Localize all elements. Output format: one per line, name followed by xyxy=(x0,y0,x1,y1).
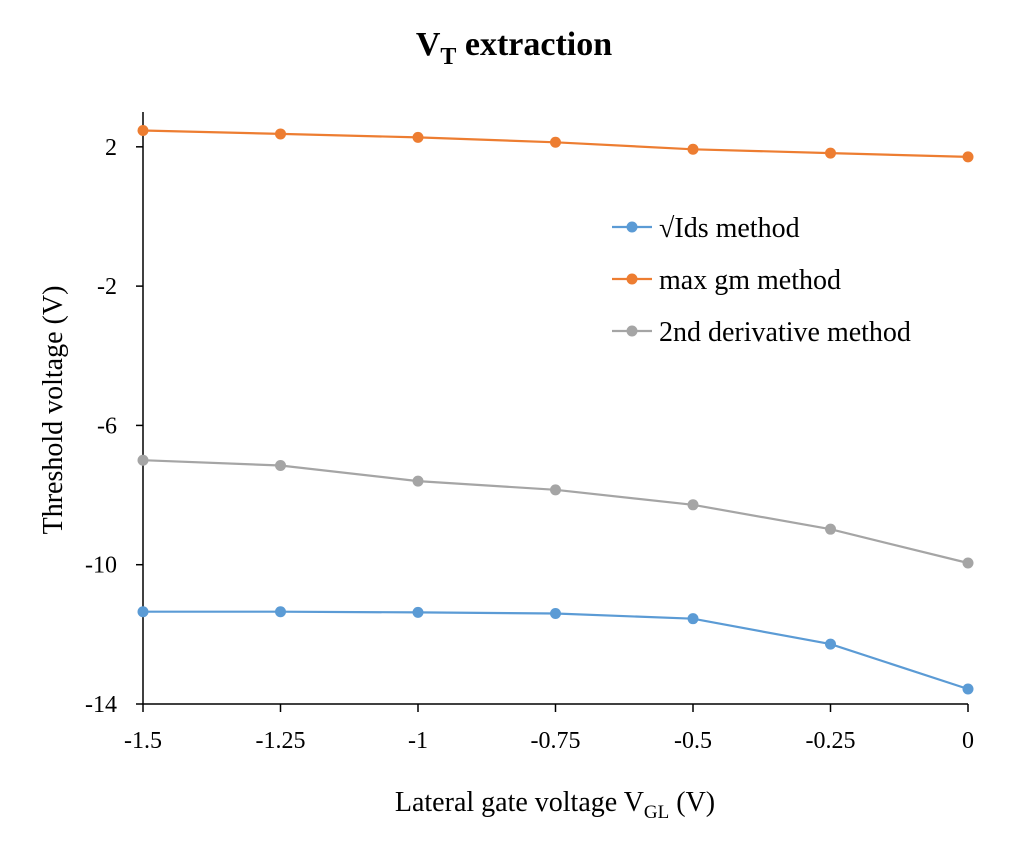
data-point xyxy=(825,638,836,650)
series-line xyxy=(143,610,969,691)
legend: √Ids method max gm method 2nd derivative m… xyxy=(612,213,911,348)
legend-entry: 2nd derivative method xyxy=(612,317,911,348)
data-point xyxy=(687,613,699,625)
y-tick-label: -2 xyxy=(97,274,117,300)
x-tick-label: -1.25 xyxy=(256,728,306,754)
chart-title-main: V xyxy=(416,26,441,63)
series-2 xyxy=(137,454,974,569)
series-line xyxy=(142,459,969,565)
data-point xyxy=(962,557,974,569)
data-point xyxy=(275,459,286,471)
y-axis-label: Threshold voltage (V) xyxy=(38,286,69,535)
data-point xyxy=(275,128,286,140)
x-tick-label: 0 xyxy=(962,728,974,754)
axes: 2 -2 -6 -10 -14 -1.5 -1.25 -1 -0.75 -0.5 -0.25 0 xyxy=(85,112,974,754)
chart-title-subscript: T xyxy=(440,44,456,70)
data-point xyxy=(687,143,699,155)
x-tick-label: -1.5 xyxy=(124,728,162,754)
series-1 xyxy=(137,124,974,163)
data-point xyxy=(275,606,286,618)
legend-marker xyxy=(626,325,638,337)
series-0 xyxy=(137,606,974,695)
x-tick-label: -0.5 xyxy=(674,728,712,754)
x-tick-label: -0.75 xyxy=(531,728,581,754)
data-point xyxy=(550,607,561,619)
data-point xyxy=(825,523,836,535)
data-point xyxy=(137,454,149,466)
chart-title-rest: extraction xyxy=(456,26,612,63)
data-point xyxy=(412,475,424,487)
chart-title: VT extraction xyxy=(416,26,612,70)
data-point xyxy=(962,683,974,695)
x-axis-label-main: Lateral gate voltage V xyxy=(395,787,644,818)
data-point xyxy=(550,484,561,496)
legend-marker xyxy=(626,273,638,285)
legend-label: √Ids method xyxy=(659,213,800,244)
x-tick-label: -1 xyxy=(408,728,428,754)
legend-entry: max gm method xyxy=(612,265,841,296)
legend-label: max gm method xyxy=(659,265,841,296)
legend-marker xyxy=(626,221,638,233)
legend-entry: √Ids method xyxy=(612,213,800,244)
x-tick-label: -0.25 xyxy=(806,728,856,754)
data-point xyxy=(412,606,424,618)
y-tick-label: -14 xyxy=(85,692,117,718)
x-axis-label-subscript: GL xyxy=(644,802,669,823)
y-tick-label: -10 xyxy=(85,553,117,579)
data-point xyxy=(687,499,699,511)
data-point xyxy=(137,606,149,618)
data-point xyxy=(137,124,149,136)
legend-label: 2nd derivative method xyxy=(659,317,911,348)
data-point xyxy=(962,151,974,163)
data-point xyxy=(550,136,561,148)
y-tick-label: 2 xyxy=(105,135,117,161)
x-axis-label-rest: (V) xyxy=(669,787,715,818)
series-group xyxy=(137,124,974,695)
y-tick-label: -6 xyxy=(97,413,117,439)
data-point xyxy=(825,147,836,159)
x-axis-label: Lateral gate voltage VGL (V) xyxy=(395,787,715,823)
data-point xyxy=(412,131,424,143)
